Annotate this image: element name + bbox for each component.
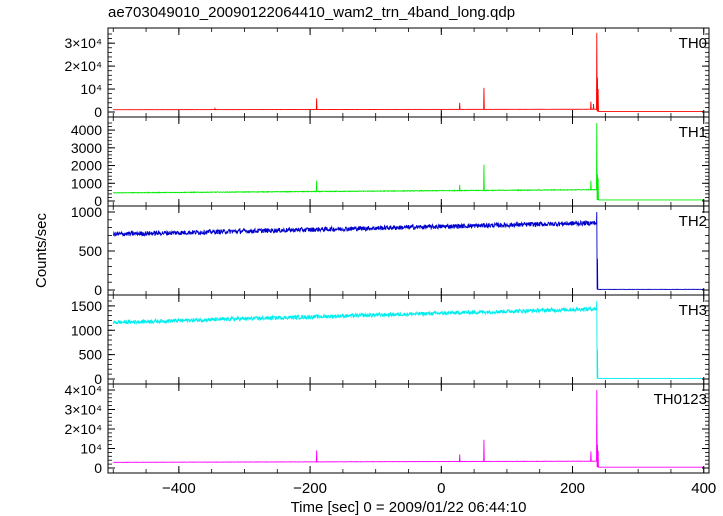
panel-label-th1: TH1	[679, 124, 707, 141]
y-tick-label: 0	[94, 104, 102, 120]
y-axis-label: Counts/sec	[33, 212, 50, 288]
y-tick-label: 0	[94, 282, 102, 298]
panel-frame-th2	[107, 205, 710, 296]
x-tick-label: 200	[560, 480, 585, 497]
series-th1	[112, 122, 704, 201]
y-tick-label: 2×10⁴	[64, 58, 102, 74]
y-tick-label: 2×10⁴	[64, 421, 102, 437]
y-tick-label: 10⁴	[80, 441, 102, 457]
y-tick-label: 500	[79, 243, 103, 259]
y-tick-label: 500	[79, 347, 103, 363]
y-tick-label: 10⁴	[80, 81, 102, 97]
y-tick-label: 1000	[71, 175, 102, 191]
y-tick-label: 4000	[71, 122, 102, 138]
y-tick-label: 1000	[71, 322, 102, 338]
x-tick-label: 0	[437, 480, 445, 497]
series-th0123	[113, 389, 704, 468]
y-tick-label: 2000	[71, 158, 102, 174]
x-tick-label: −200	[293, 480, 327, 497]
y-tick-label: 3×10⁴	[64, 402, 102, 418]
x-tick-label: −400	[162, 480, 196, 497]
series-th2	[112, 211, 704, 291]
series-th0	[113, 32, 704, 112]
panel-frame-th3	[107, 294, 710, 385]
panel-label-th3: TH3	[679, 302, 707, 319]
y-tick-label: 1500	[71, 298, 102, 314]
y-tick-label: 4×10⁴	[64, 382, 102, 398]
x-tick-label: 400	[691, 480, 716, 497]
chart-title: ae703049010_20090122064410_wam2_trn_4ban…	[108, 4, 516, 21]
panel-label-th0123: TH0123	[654, 391, 707, 408]
y-tick-label: 0	[94, 460, 102, 476]
y-tick-label: 0	[94, 371, 102, 387]
panel-frame-th0	[107, 27, 710, 118]
y-tick-label: 3×10⁴	[64, 35, 102, 51]
panel-frame-th0123	[107, 383, 710, 474]
y-tick-label: 3000	[71, 140, 102, 156]
series-th3	[112, 300, 704, 380]
y-tick-label: 1000	[71, 204, 102, 220]
panel-label-th0: TH0	[679, 35, 707, 52]
panel-label-th2: TH2	[679, 213, 707, 230]
y-tick-label: 0	[94, 193, 102, 209]
x-axis-label: Time [sec] 0 = 2009/01/22 06:44:10	[291, 499, 527, 516]
